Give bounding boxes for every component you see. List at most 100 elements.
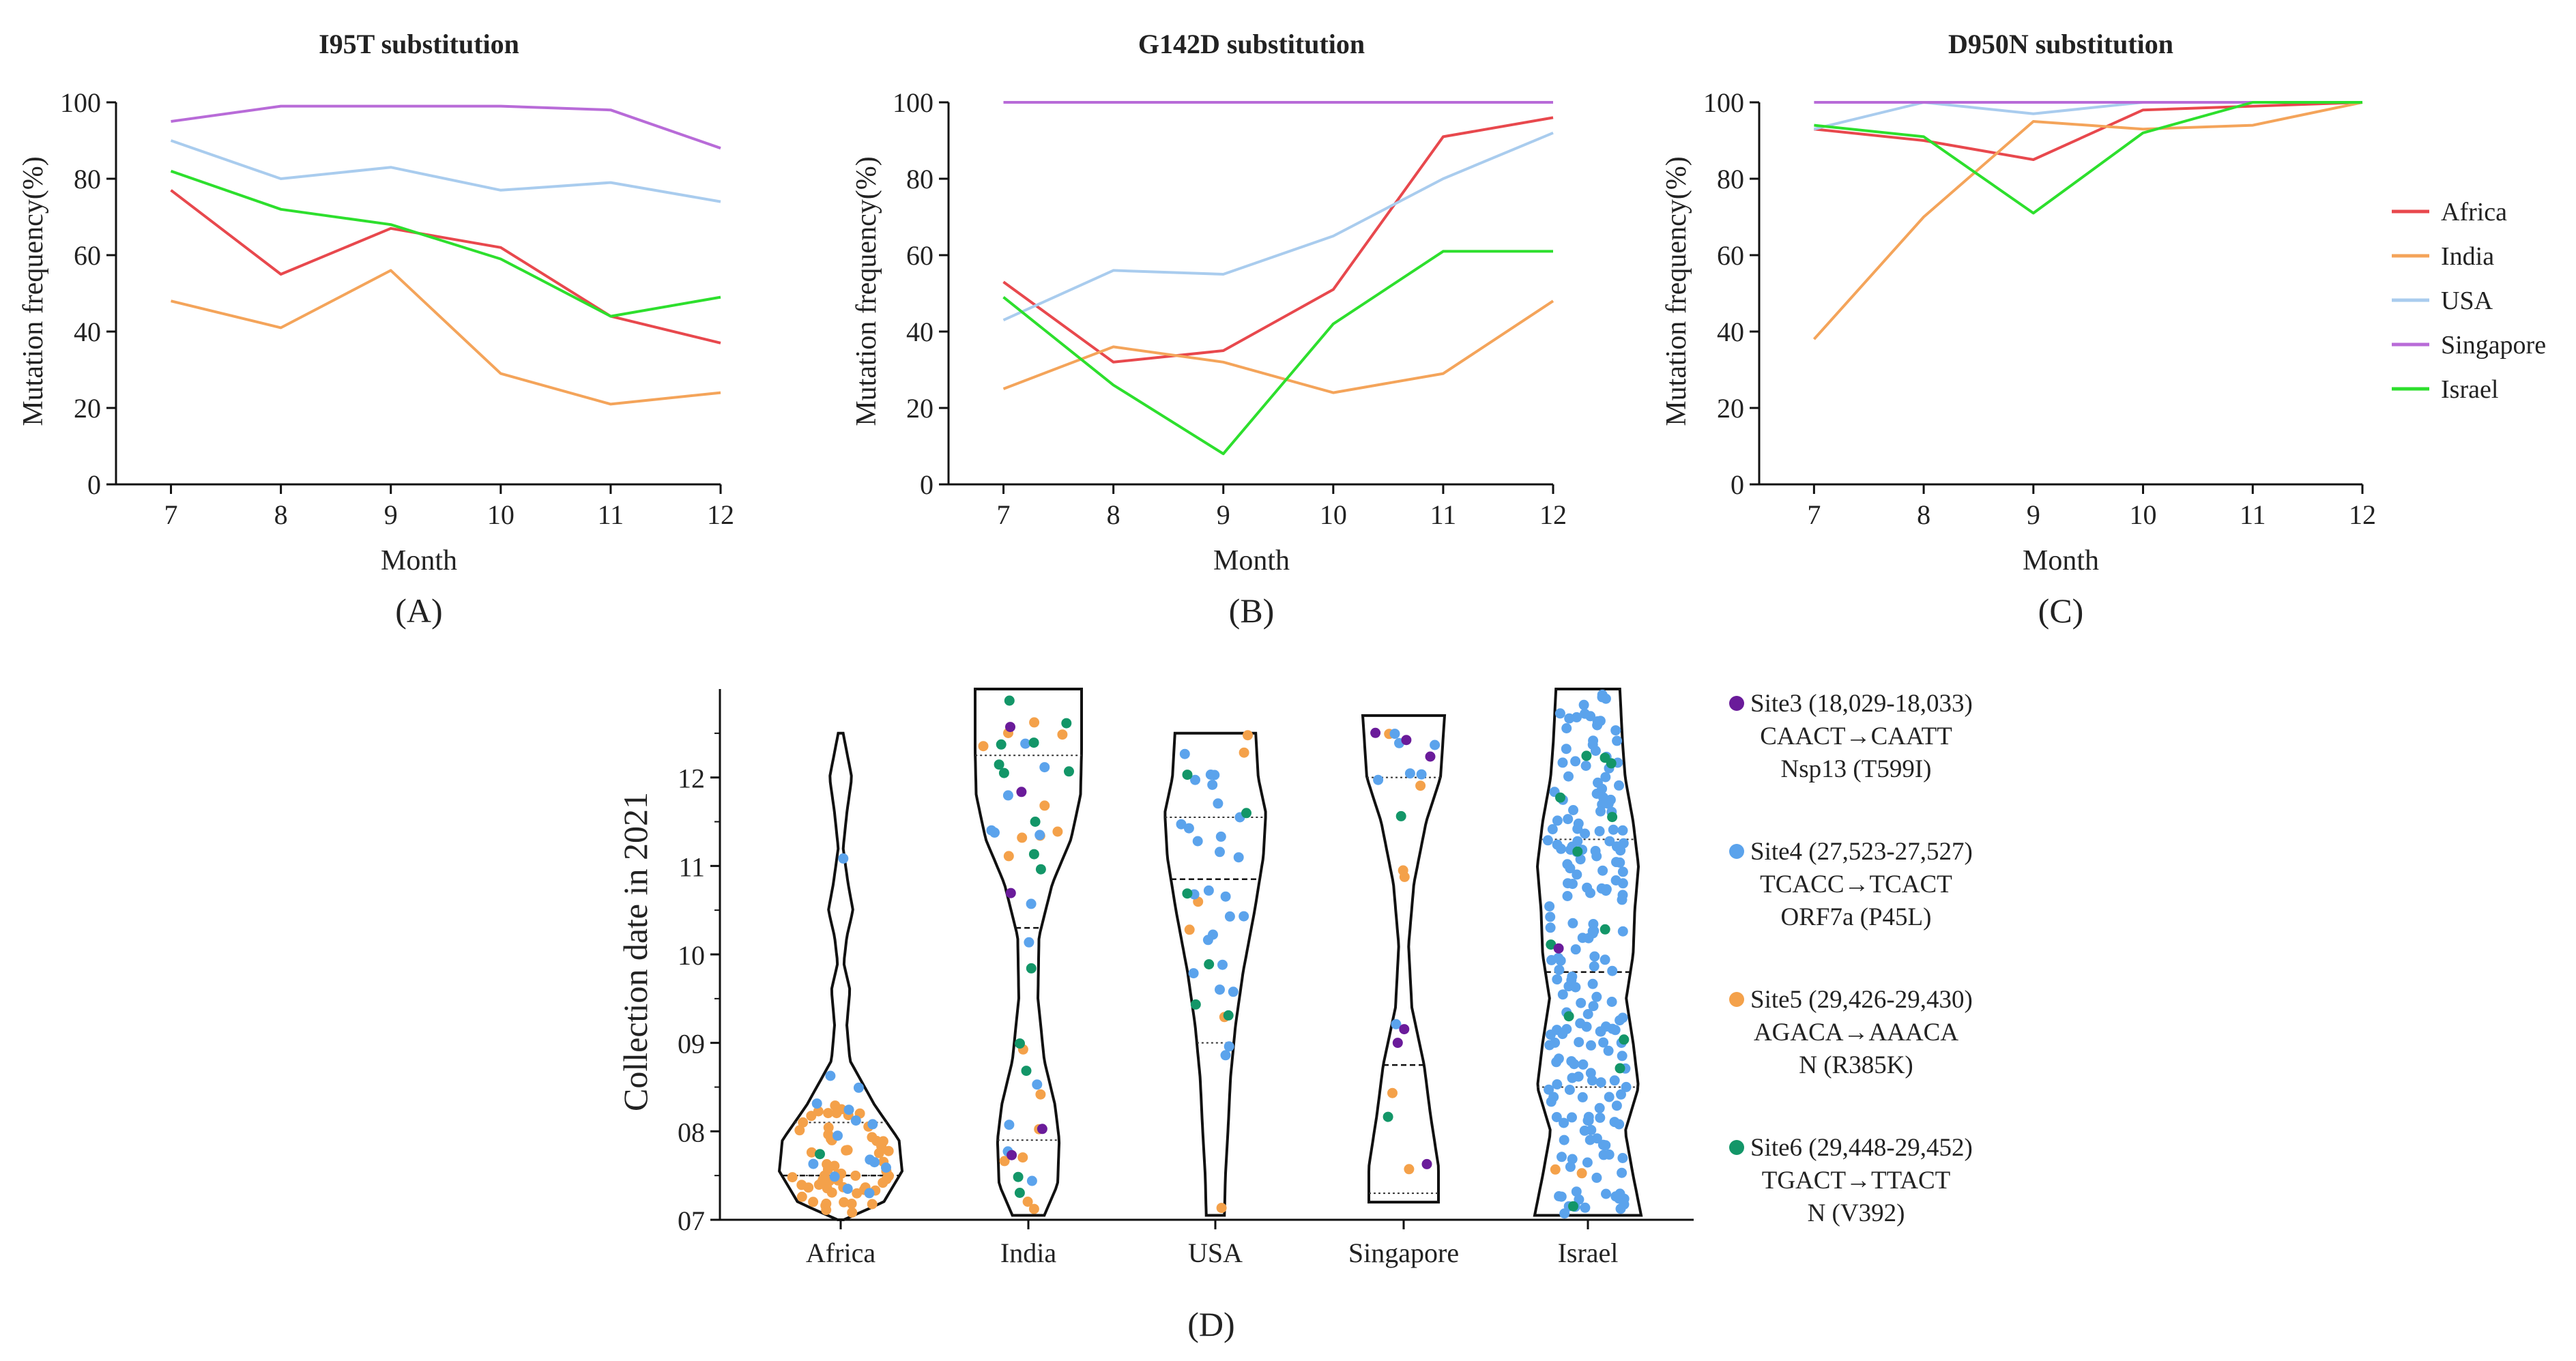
data-point-site6 [1572, 846, 1583, 857]
data-point-site4 [1554, 965, 1565, 976]
data-point-site4 [1611, 1100, 1622, 1111]
data-point-site5 [808, 1197, 819, 1208]
data-point-site4 [1604, 1149, 1615, 1160]
data-point-site5 [1398, 865, 1408, 876]
data-point-site4 [850, 1115, 861, 1126]
data-point-site4 [1579, 1125, 1590, 1136]
site-legend-line: N (R385K) [1799, 1051, 1913, 1079]
data-point-site4 [1607, 965, 1618, 976]
data-point-site4 [1618, 838, 1629, 849]
data-point-site3 [1401, 735, 1412, 746]
site-legend-line: Nsp13 (T599I) [1781, 755, 1932, 783]
data-point-site4 [1002, 790, 1013, 801]
panel-a-line-chart: I95T substitution Month Mutation frequen… [18, 29, 734, 630]
data-point-site6 [1607, 812, 1618, 823]
data-point-site4 [1545, 911, 1556, 922]
panel-b-label: (B) [1229, 591, 1275, 630]
data-point-site4 [1608, 824, 1619, 835]
data-point-site4 [1574, 1194, 1584, 1205]
data-point-site4 [1583, 1111, 1594, 1122]
data-point-site3 [1037, 1124, 1047, 1135]
site-legend-line: AGACA→AAACA [1754, 1019, 1958, 1047]
x-tick-label: 11 [598, 499, 624, 530]
data-point-site4 [1587, 1075, 1597, 1086]
data-point-site4 [1580, 1202, 1591, 1213]
data-point-site6 [1563, 1011, 1574, 1022]
data-point-site4 [1391, 1019, 1402, 1029]
y-tick-label: 09 [678, 1029, 705, 1059]
data-point-site6 [1004, 695, 1015, 706]
x-tick-label: 7 [1807, 499, 1821, 530]
data-point-site6 [1015, 1038, 1025, 1049]
panel-c-title: D950N substitution [1948, 29, 2173, 59]
data-point-site5 [878, 1136, 888, 1147]
data-point-site4 [1615, 1203, 1626, 1214]
axis-lines [1758, 102, 2362, 486]
data-point-site5 [1387, 1087, 1398, 1098]
panel-a-ylabel: Mutation frequency(%) [18, 156, 49, 426]
data-point-site4 [1239, 911, 1249, 922]
data-point-site4 [1567, 879, 1578, 890]
legend-label-usa: USA [2441, 287, 2493, 315]
data-point-site4 [1621, 1081, 1632, 1092]
data-point-site4 [1612, 735, 1623, 746]
site-legend-line: TCACC→TCACT [1760, 870, 1952, 898]
panel-b-line-chart: G142D substitution Month Mutation freque… [851, 29, 1567, 630]
data-point-site4 [1609, 1075, 1620, 1086]
site-legend-line: Site4 (27,523-27,527) [1750, 838, 1973, 866]
data-point-site4 [1032, 1079, 1043, 1090]
data-point-site4 [1587, 978, 1598, 989]
data-point-site5 [1017, 1152, 1028, 1163]
data-point-site6 [994, 759, 1004, 770]
data-point-site4 [1190, 774, 1200, 785]
y-tick-label: 60 [1717, 240, 1744, 271]
x-tick-label: 10 [1320, 499, 1347, 530]
data-point-site4 [1614, 1119, 1625, 1130]
x-tick-label: 8 [274, 499, 288, 530]
data-point-site4 [865, 1154, 875, 1165]
data-point-site4 [1026, 898, 1037, 909]
data-point-site4 [1547, 824, 1558, 834]
data-point-site4 [1552, 815, 1563, 826]
y-tick-label: 100 [893, 87, 934, 118]
data-point-site5 [821, 1198, 832, 1209]
data-point-site4 [1559, 1117, 1569, 1128]
data-point-site4 [1039, 762, 1050, 773]
data-point-site4 [1567, 1154, 1578, 1165]
y-tick-label: 0 [1731, 469, 1744, 500]
data-point-site4 [1561, 744, 1572, 755]
violin-africa [777, 731, 904, 1221]
site-legend-line: TGACT→TTACT [1762, 1167, 1951, 1195]
data-point-site4 [1576, 997, 1587, 1008]
x-tick-label: 11 [1430, 499, 1457, 530]
panel-a-title: I95T substitution [319, 29, 519, 59]
data-point-site6 [1061, 718, 1072, 729]
series-line-israel [1002, 250, 1553, 456]
panel-c-label: (C) [2038, 591, 2084, 630]
data-point-site4 [825, 1070, 836, 1081]
data-point-site5 [1017, 832, 1028, 843]
data-point-site5 [798, 1117, 809, 1128]
data-point-site5 [1239, 747, 1249, 758]
data-point-site4 [1551, 1112, 1562, 1122]
data-point-site5 [881, 1174, 892, 1184]
data-point-site5 [787, 1172, 798, 1183]
data-point-site4 [1559, 1135, 1569, 1145]
y-tick-label: 08 [678, 1117, 705, 1147]
violin-usa [1163, 731, 1267, 1217]
country-legend: Africa India USA Singapore Israel [2392, 198, 2546, 404]
data-point-site6 [1021, 1066, 1032, 1077]
data-point-site3 [1005, 722, 1015, 733]
series-line-africa [170, 189, 721, 345]
data-point-site4 [1561, 723, 1572, 733]
data-point-site4 [833, 1130, 843, 1141]
data-point-site5 [883, 1145, 894, 1156]
data-point-site4 [1563, 771, 1574, 782]
data-point-site4 [1544, 1084, 1554, 1095]
series-line-singapore [171, 104, 721, 150]
series-line-africa [1814, 101, 2363, 161]
data-point-site5 [796, 1191, 807, 1202]
data-point-site4 [1589, 951, 1600, 962]
data-point-site3 [1421, 1158, 1432, 1169]
series-line-india [1002, 299, 1554, 394]
